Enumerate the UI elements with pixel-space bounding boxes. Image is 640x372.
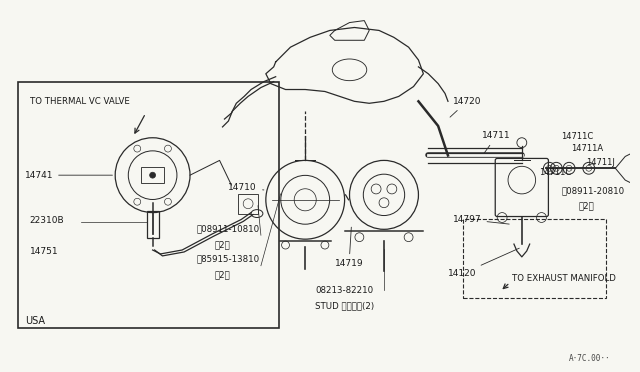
- Text: 14710: 14710: [228, 183, 264, 192]
- Text: 22310B: 22310B: [29, 216, 64, 225]
- Text: 14797: 14797: [453, 215, 509, 224]
- Text: USA: USA: [26, 316, 45, 326]
- Text: 14720: 14720: [450, 97, 481, 117]
- Circle shape: [150, 172, 156, 178]
- Bar: [141, 167, 164, 183]
- Text: TO EXHAUST MANIFOLD: TO EXHAUST MANIFOLD: [512, 273, 616, 282]
- Text: 14719: 14719: [335, 227, 364, 268]
- Bar: [147, 211, 159, 238]
- Text: （2）: （2）: [214, 240, 230, 249]
- Text: 14741: 14741: [24, 171, 113, 180]
- Bar: [238, 194, 258, 214]
- Text: 14751: 14751: [29, 247, 58, 256]
- Text: 14711A: 14711A: [571, 144, 603, 153]
- Text: A·7C.00··: A·7C.00··: [569, 354, 611, 363]
- Text: 14711C: 14711C: [540, 168, 572, 177]
- Text: （2）: （2）: [579, 202, 595, 211]
- Text: 14711J: 14711J: [586, 158, 614, 167]
- Text: 14120: 14120: [448, 248, 519, 278]
- Text: 14711C: 14711C: [561, 132, 593, 141]
- Bar: [463, 219, 605, 298]
- Text: 08213-82210: 08213-82210: [315, 286, 373, 295]
- Text: STUD スタッド(2): STUD スタッド(2): [315, 301, 374, 310]
- Bar: [18, 81, 278, 328]
- Text: ⓥ85915-13810: ⓥ85915-13810: [197, 255, 260, 264]
- Text: ⓝ08911-20810: ⓝ08911-20810: [561, 186, 625, 195]
- Text: TO THERMAL VC VALVE: TO THERMAL VC VALVE: [29, 97, 129, 106]
- Text: 14711: 14711: [483, 131, 511, 153]
- Text: （2）: （2）: [214, 270, 230, 280]
- Text: ⓝ08911-10810: ⓝ08911-10810: [197, 224, 260, 233]
